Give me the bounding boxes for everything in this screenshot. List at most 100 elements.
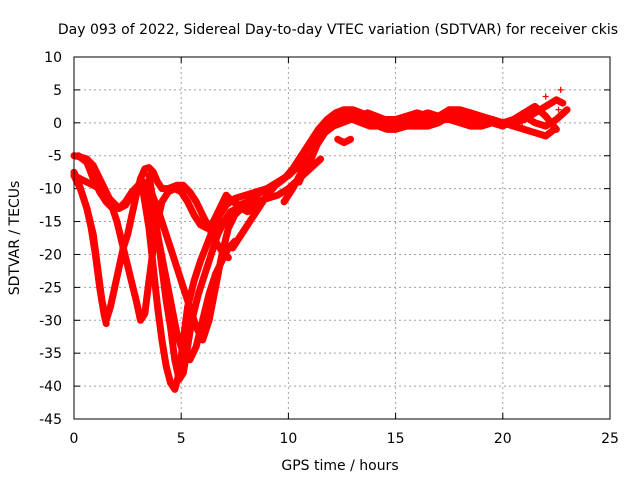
data-point bbox=[124, 231, 131, 238]
data-point bbox=[94, 171, 101, 178]
data-point bbox=[241, 227, 248, 234]
data-point bbox=[195, 328, 202, 335]
data-point bbox=[199, 211, 206, 218]
data-point bbox=[208, 230, 215, 237]
data-point bbox=[555, 106, 562, 113]
data-point bbox=[160, 345, 167, 352]
data-point bbox=[286, 190, 293, 197]
data-point bbox=[331, 115, 338, 122]
data-point bbox=[385, 122, 392, 129]
data-point bbox=[147, 238, 154, 245]
data-point bbox=[167, 244, 174, 251]
data-point bbox=[111, 209, 118, 216]
data-point bbox=[328, 116, 335, 123]
data-point bbox=[124, 262, 131, 269]
data-point bbox=[86, 164, 93, 171]
data-point bbox=[560, 109, 567, 116]
data-point bbox=[289, 165, 296, 172]
data-point bbox=[153, 290, 160, 297]
data-point bbox=[147, 181, 154, 188]
data-point bbox=[321, 127, 328, 134]
data-point bbox=[186, 203, 193, 210]
data-point bbox=[110, 290, 117, 297]
data-point bbox=[109, 205, 116, 212]
data-point bbox=[256, 187, 263, 194]
data-point bbox=[170, 345, 177, 352]
data-point bbox=[442, 115, 449, 122]
series-track-10 bbox=[306, 109, 558, 166]
data-point bbox=[274, 192, 281, 199]
data-point bbox=[151, 277, 158, 284]
data-point bbox=[333, 122, 340, 129]
data-point bbox=[428, 122, 435, 129]
data-point bbox=[150, 264, 157, 271]
data-point bbox=[201, 271, 208, 278]
data-point bbox=[315, 126, 322, 133]
data-point bbox=[195, 264, 202, 271]
data-point bbox=[150, 169, 157, 176]
data-point bbox=[371, 119, 378, 126]
data-point bbox=[258, 200, 265, 207]
data-point bbox=[396, 118, 403, 125]
data-point bbox=[133, 192, 140, 199]
data-point bbox=[246, 200, 253, 207]
y-tick-label: -40 bbox=[39, 379, 62, 395]
data-point bbox=[206, 317, 213, 324]
data-point bbox=[197, 284, 204, 291]
data-point bbox=[99, 301, 106, 308]
data-point bbox=[306, 159, 313, 166]
data-point bbox=[269, 185, 276, 192]
data-point bbox=[286, 169, 293, 176]
data-point bbox=[122, 253, 129, 260]
data-point bbox=[460, 117, 467, 124]
data-point bbox=[524, 107, 531, 114]
data-point bbox=[301, 165, 308, 172]
data-point bbox=[464, 108, 471, 115]
data-point bbox=[88, 170, 95, 177]
data-point bbox=[514, 114, 521, 121]
data-point bbox=[310, 150, 317, 157]
data-point bbox=[98, 293, 105, 300]
data-point bbox=[178, 188, 185, 195]
data-point bbox=[212, 284, 219, 291]
data-point bbox=[225, 211, 232, 218]
data-point bbox=[131, 198, 138, 205]
data-point bbox=[150, 198, 157, 205]
data-point bbox=[439, 114, 446, 121]
data-point bbox=[535, 120, 542, 127]
data-point bbox=[214, 216, 221, 223]
data-point bbox=[210, 295, 217, 302]
data-point bbox=[156, 315, 163, 322]
y-tick-label: -45 bbox=[39, 412, 62, 428]
data-point bbox=[199, 277, 206, 284]
data-point bbox=[188, 352, 195, 359]
data-point bbox=[76, 183, 83, 190]
data-point bbox=[225, 254, 232, 261]
data-point bbox=[356, 115, 363, 122]
data-point bbox=[238, 193, 245, 200]
data-point bbox=[414, 119, 421, 126]
data-point bbox=[188, 192, 195, 199]
data-point bbox=[301, 148, 308, 155]
data-point bbox=[193, 271, 200, 278]
data-point bbox=[176, 271, 183, 278]
data-point bbox=[485, 117, 492, 124]
data-point bbox=[410, 120, 417, 127]
data-point bbox=[173, 330, 180, 337]
data-point bbox=[281, 175, 288, 182]
data-point bbox=[96, 175, 103, 182]
data-point bbox=[312, 130, 319, 137]
data-point bbox=[349, 106, 356, 113]
data-point bbox=[188, 317, 195, 324]
data-point bbox=[216, 262, 223, 269]
data-point bbox=[283, 172, 290, 179]
data-point bbox=[113, 218, 120, 225]
data-point bbox=[330, 123, 337, 130]
data-point bbox=[169, 251, 176, 258]
data-point bbox=[167, 323, 174, 330]
data-point bbox=[417, 118, 424, 125]
data-point bbox=[216, 227, 223, 234]
data-point bbox=[442, 108, 449, 115]
data-point bbox=[164, 306, 171, 313]
